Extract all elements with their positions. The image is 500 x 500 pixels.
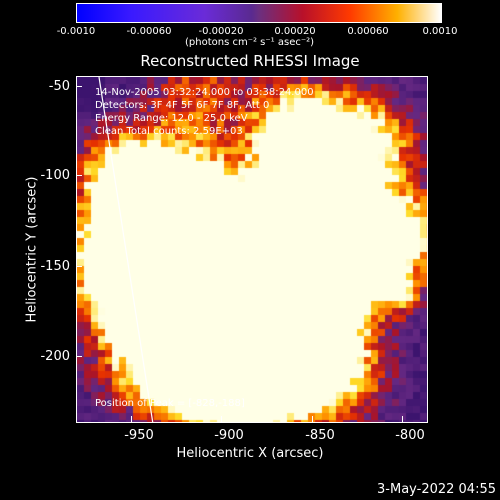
y-tick-mark: [76, 86, 82, 87]
colorbar-tick-label: -0.00020: [198, 26, 244, 37]
colorbar-tick-label: 0.0010: [422, 26, 458, 37]
time-range-label: 14-Nov-2005 03:32:24.000 to 03:38:24.000: [95, 87, 314, 98]
y-tick-label: -200: [40, 349, 70, 364]
clean-counts-label: Clean Total counts: 2.59E+03: [95, 126, 243, 137]
x-axis-label: Heliocentric X (arcsec): [176, 446, 324, 461]
colorbar-units: (photons cm⁻² s⁻¹ asec⁻²): [185, 37, 315, 48]
detectors-label: Detectors: 3F 4F 5F 6F 7F 8F, Att 0: [95, 100, 270, 111]
x-tick-mark: [221, 416, 222, 422]
rhessi-image-plot: 14-Nov-2005 03:32:24.000 to 03:38:24.000…: [76, 76, 428, 423]
colorbar-tick-label: -0.0010: [56, 26, 96, 37]
colorbar: [76, 3, 442, 23]
y-tick-mark: [76, 356, 82, 357]
limb-line: [98, 77, 154, 422]
energy-range-label: Energy Range: 12.0 - 25.0 keV: [95, 113, 248, 124]
y-tick-mark: [76, 266, 82, 267]
image-title: Reconstructed RHESSI Image: [140, 52, 360, 70]
x-tick-mark: [402, 416, 403, 422]
colorbar-tick-label: 0.00060: [347, 26, 389, 37]
x-tick-label: -950: [124, 428, 154, 443]
y-axis-label: Heliocentric Y (arcsec): [24, 176, 40, 323]
x-tick-label: -850: [305, 428, 335, 443]
colorbar-tick-label: 0.00020: [274, 26, 316, 37]
heatmap-canvas: [77, 77, 427, 422]
colorbar-tick-label: -0.00060: [126, 26, 172, 37]
generation-date: 3-May-2022 04:55: [377, 482, 496, 497]
x-tick-label: -900: [214, 428, 244, 443]
x-tick-mark: [131, 416, 132, 422]
y-tick-mark: [76, 175, 82, 176]
y-tick-label: -50: [48, 79, 70, 94]
y-tick-label: -100: [40, 168, 70, 183]
x-tick-label: -800: [395, 428, 425, 443]
peak-position-label: Position of Peak = [-828,-188]: [95, 398, 245, 409]
x-tick-mark: [312, 416, 313, 422]
y-tick-label: -150: [40, 259, 70, 274]
